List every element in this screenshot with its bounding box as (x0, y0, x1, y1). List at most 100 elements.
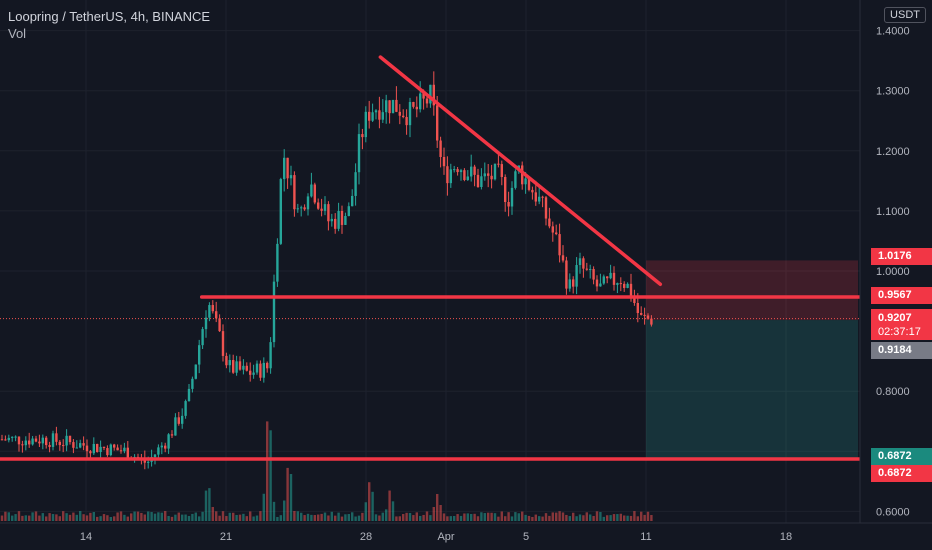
volume-bars (0, 421, 653, 521)
candle-body (364, 111, 367, 138)
candle-body (558, 234, 561, 256)
candle-body (446, 166, 449, 184)
candle-body (235, 361, 238, 373)
candle-body (85, 445, 89, 452)
volume-bar (38, 515, 41, 521)
candle-body (412, 102, 415, 107)
candle-body (449, 169, 452, 184)
volume-bar (371, 491, 374, 521)
candle-body (582, 258, 585, 269)
volume-bar (150, 512, 153, 521)
volume-bar (242, 513, 245, 521)
volume-bar (126, 516, 129, 521)
volume-bar (646, 511, 650, 521)
volume-bar (351, 512, 354, 521)
volume-bar (283, 500, 286, 521)
volume-bar (555, 512, 558, 521)
volume-bar (255, 515, 259, 521)
volume-bar (272, 501, 276, 521)
volume-bar (595, 511, 599, 521)
symbol-title[interactable]: Loopring / TetherUS, 4h, BINANCE (8, 9, 211, 24)
candle-body (245, 365, 248, 371)
volume-bar (320, 513, 323, 521)
volume-bar (534, 514, 537, 521)
volume-bar (436, 493, 439, 521)
candle-body (391, 99, 395, 114)
volume-bar (493, 513, 497, 521)
candle-body (595, 279, 599, 287)
volume-bar (368, 482, 371, 521)
volume-bar (164, 511, 167, 521)
candle-body (266, 362, 269, 369)
volume-bar (592, 515, 595, 521)
candle-body (432, 84, 435, 106)
candle-body (317, 202, 320, 209)
candle-body (204, 317, 208, 330)
currency-button[interactable]: USDT (884, 7, 926, 23)
candle-body (276, 243, 279, 282)
candle-body (351, 195, 354, 207)
stop-zone (646, 260, 858, 321)
volume-bar (232, 512, 235, 521)
candle-body (541, 196, 544, 198)
volume-bar (623, 515, 626, 521)
candle-body (184, 401, 187, 416)
candle-body (303, 207, 306, 210)
candle-body (55, 433, 58, 442)
volume-bar (191, 513, 194, 521)
candle-body (113, 444, 116, 448)
candle-body (636, 302, 639, 314)
candle-body (106, 448, 109, 456)
candle-body (147, 461, 150, 463)
candle-body (490, 175, 493, 180)
volume-bar (422, 514, 425, 521)
candle-body (592, 269, 595, 280)
candle-body (548, 218, 551, 227)
candle-body (466, 176, 469, 180)
candle-body (4, 439, 7, 441)
volume-bar (381, 512, 384, 521)
candle-body (395, 99, 398, 112)
volume-bar (378, 515, 381, 521)
descending-trendline[interactable] (378, 55, 663, 286)
volume-bar (544, 513, 548, 521)
volume-bar (480, 512, 483, 521)
volume-bar (123, 514, 126, 521)
candle-body (500, 164, 503, 177)
candle-body (286, 157, 289, 179)
candle-body (643, 314, 646, 316)
candle-body (612, 272, 616, 285)
volume-bar (643, 514, 646, 521)
volume-bar (500, 511, 503, 521)
volume-bar (497, 516, 500, 521)
volume-bar (340, 516, 344, 521)
time-axis[interactable]: 14 21 28 Apr 5 11 18 (80, 531, 792, 543)
volume-bar (58, 516, 61, 521)
candle-body (201, 329, 204, 346)
volume-bar (245, 516, 248, 521)
volume-bar (238, 514, 242, 521)
price-axis[interactable]: 1.40001.30001.20001.10001.00000.80000.70… (876, 26, 910, 519)
candle-body (646, 315, 650, 319)
volume-bar (337, 512, 340, 521)
volume-legend[interactable]: Vol (8, 26, 27, 41)
candle-body (425, 98, 429, 104)
volume-bar (361, 512, 364, 521)
candle-body (606, 276, 609, 279)
candle-body (538, 196, 541, 202)
candle-body (181, 415, 184, 424)
volume-bar (82, 514, 85, 521)
volume-bar (463, 513, 466, 521)
candle-body (45, 437, 48, 446)
candle-body (75, 447, 78, 449)
volume-bar (551, 512, 554, 521)
candle-body (262, 362, 265, 378)
drawings[interactable] (0, 55, 862, 461)
volume-bar (143, 514, 146, 521)
volume-bar (425, 511, 429, 521)
volume-bar (439, 504, 442, 521)
volume-bar (296, 511, 299, 521)
candle-body (561, 255, 565, 261)
entry-price-label: 0.9184 (871, 342, 932, 359)
